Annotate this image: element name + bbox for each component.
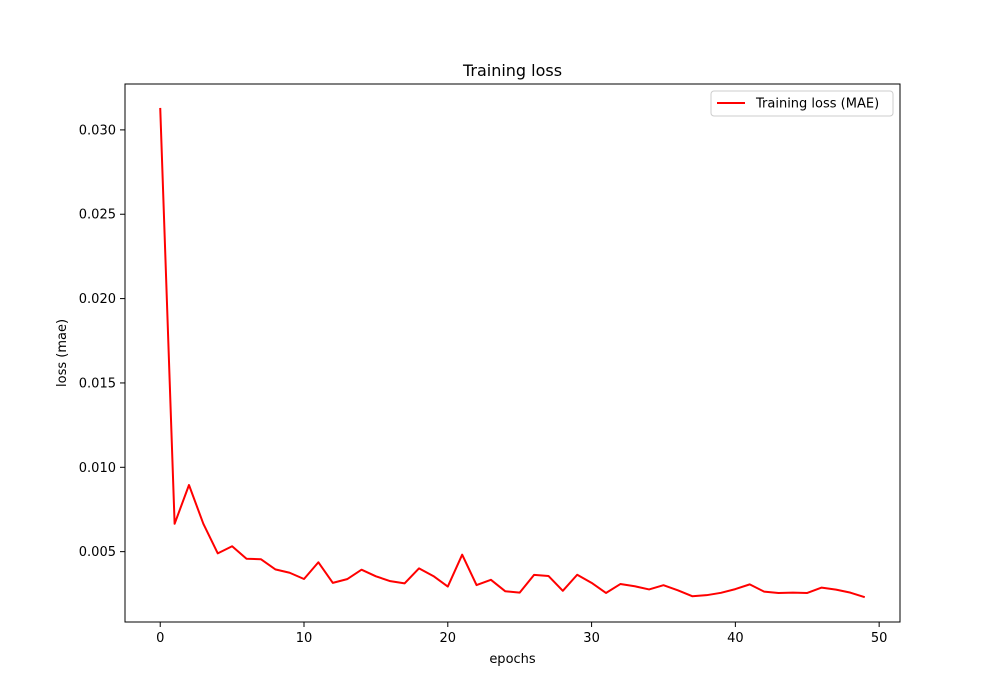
y-axis-label: loss (mae) <box>55 319 70 387</box>
y-tick-label: 0.010 <box>79 461 116 476</box>
legend-entry-label: Training loss (MAE) <box>755 97 879 112</box>
y-tick-label: 0.030 <box>79 123 116 138</box>
legend: Training loss (MAE) <box>710 90 894 117</box>
series-line <box>159 107 866 599</box>
x-tick-label: 40 <box>727 631 744 646</box>
y-tick-label: 0.015 <box>79 376 116 391</box>
y-axis-ticks: 0.005 0.010 0.015 0.020 0.025 0.030 <box>79 123 125 560</box>
y-tick-label: 0.020 <box>79 292 116 307</box>
x-tick-label: 0 <box>156 631 164 646</box>
x-tick-label: 30 <box>583 631 600 646</box>
y-tick-label: 0.025 <box>79 208 116 223</box>
x-axis-ticks: 0 10 20 30 40 50 <box>156 622 887 646</box>
series-layer <box>159 107 866 599</box>
x-tick-label: 20 <box>440 631 457 646</box>
x-tick-label: 10 <box>296 631 313 646</box>
y-tick-label: 0.005 <box>79 545 116 560</box>
x-tick-label: 50 <box>871 631 888 646</box>
chart-title: Training loss <box>462 61 562 80</box>
x-axis-label: epochs <box>489 652 536 667</box>
legend-box <box>710 90 894 117</box>
plot-area-frame <box>124 83 901 623</box>
